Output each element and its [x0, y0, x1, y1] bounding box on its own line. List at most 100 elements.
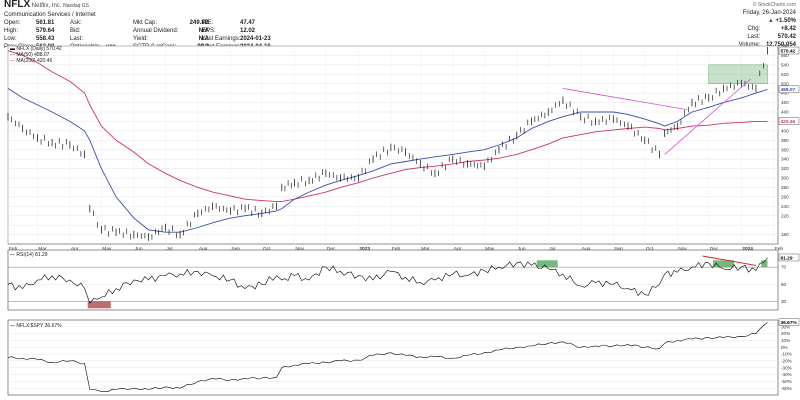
- x-tick-label: Feb: [392, 246, 401, 252]
- price-tick-label: 520: [781, 72, 789, 77]
- rsi-tick-label: 30: [781, 299, 787, 304]
- x-tick-label: Sep: [614, 246, 623, 252]
- ma50-last-label-bg: [778, 85, 800, 94]
- quote-last: Last:: [70, 36, 84, 42]
- rsi-divergence-line: [702, 255, 757, 266]
- ma50-line: [7, 88, 768, 233]
- ma50-last-label-text: 488.07: [781, 87, 796, 93]
- rsi-line: [7, 257, 768, 304]
- x-tick-label: May: [485, 246, 495, 252]
- price-tick-label: 340: [781, 157, 789, 162]
- price-tick-label: 560: [781, 53, 789, 58]
- x-tick-label: Dec: [710, 246, 719, 252]
- rsi-overbought-fill: [536, 260, 558, 268]
- price-tick-label: 540: [781, 62, 789, 67]
- rel-tick-label: 0%: [781, 345, 788, 350]
- x-tick-label: Apr: [454, 246, 462, 252]
- price-tick-label: 220: [781, 213, 789, 218]
- quote-open: Open: 561.81: [4, 20, 55, 26]
- quote-bid: Bid:: [70, 28, 81, 34]
- x-tick-label: Jul: [166, 246, 172, 252]
- x-tick-label: Feb: [775, 246, 784, 252]
- price-tick-label: 240: [781, 204, 789, 209]
- rel-legend: — NFLX:$SPY 36.67%: [10, 323, 62, 329]
- price-frame: [7, 45, 779, 245]
- price-tick-label: 380: [781, 138, 789, 143]
- x-tick-label: May: [102, 246, 112, 252]
- rel-tick-label: -30%: [781, 365, 792, 370]
- price-tick-label: 580: [781, 44, 789, 49]
- exchange-name: Nasdaq GS: [63, 3, 89, 9]
- x-tick-label: Mar: [38, 246, 47, 252]
- rel-last-label-bg: [778, 318, 800, 326]
- downtrend-line: [562, 88, 687, 111]
- legend-price: ▬ NFLX (Daily) 570.42: [10, 46, 62, 52]
- rsi-tick-label: 50: [781, 282, 787, 287]
- resistance-box: [708, 64, 768, 84]
- rel-tick-label: 10%: [781, 338, 790, 343]
- price-legend: ▬ NFLX (Daily) 570.42 — MA(50) 488.07 — …: [10, 46, 62, 64]
- price-tick-label: 500: [781, 81, 789, 86]
- ma50-last-label: 488.07: [778, 85, 800, 94]
- quote-low: Low: 558.43: [4, 36, 55, 42]
- price-tick-label: 300: [781, 176, 789, 181]
- rsi-oversold-fill: [87, 301, 111, 309]
- price-tick-label: 440: [781, 110, 789, 115]
- x-tick-label: Sep: [231, 246, 240, 252]
- rsi-legend: — RSI(14) 81.29: [10, 252, 48, 258]
- rel-tick-label: 20%: [781, 331, 790, 336]
- x-tick-label: Jun: [518, 246, 526, 252]
- relative-strength-panel: -60% -50% -40% -30%-20% -10% 0% 10% 20% 30%36.67…: [7, 318, 800, 396]
- up-arrow-icon: ▲: [767, 18, 774, 24]
- rsi-overbought-fill: [761, 260, 768, 268]
- quote-date: Friday, 26-Jan-2024: [742, 10, 796, 16]
- x-tick-label: Dec: [327, 246, 336, 252]
- rel-last-label-text: 36.67%: [781, 320, 798, 326]
- price-tick-label: 480: [781, 91, 789, 96]
- rel-tick-label: -10%: [781, 352, 792, 357]
- x-tick-label: Mar: [421, 246, 430, 252]
- x-tick-label: Feb: [9, 246, 18, 252]
- quote-right: © StockCharts.com Friday, 26-Jan-2024 ▲ …: [738, 2, 796, 48]
- price-tick-label: 180: [781, 232, 789, 237]
- price-last-label-text: 570.42: [781, 48, 796, 54]
- ma200-last-label-text: 420.46: [781, 119, 796, 125]
- x-tick-label: Nov: [678, 246, 687, 252]
- rel-frame: [7, 319, 779, 396]
- rel-last-label: 36.67%: [778, 318, 800, 326]
- rsi-overbought-fill: [712, 260, 734, 268]
- rel-tick-label: -50%: [781, 379, 792, 384]
- relative-strength-line: [7, 322, 768, 393]
- x-tick-label: 2023: [359, 246, 370, 252]
- quote-high: High: 579.64: [4, 28, 55, 34]
- ma200-line: [7, 50, 768, 203]
- price-tick-label: 360: [781, 147, 789, 152]
- rsi-panel: 30 50 70 81.29: [7, 249, 800, 311]
- rel-tick-label: -60%: [781, 386, 792, 391]
- watermark: © StockCharts.com: [752, 2, 796, 8]
- x-tick-label: Jun: [135, 246, 143, 252]
- ticker-symbol: NFLX: [4, 0, 31, 10]
- company-name: Netflix, Inc.: [31, 3, 62, 9]
- price-tick-label: 280: [781, 185, 789, 190]
- x-tick-label: Nov: [295, 246, 304, 252]
- x-tick-label: Jul: [549, 246, 555, 252]
- price-last-label-bg: [778, 46, 800, 55]
- uptrend-line: [664, 78, 751, 155]
- x-tick-label: Apr: [71, 246, 79, 252]
- price-last-label: 570.42: [778, 46, 800, 55]
- quote-ask: Ask:: [70, 20, 82, 26]
- x-tick-label: Aug: [199, 246, 208, 252]
- price-tick-label: 260: [781, 194, 789, 199]
- x-tick-label: Aug: [582, 246, 591, 252]
- rsi-tick-label: 70: [781, 265, 787, 270]
- rel-tick-label: -40%: [781, 372, 792, 377]
- price-tick-label: 460: [781, 100, 789, 105]
- rel-tick-label: -20%: [781, 359, 792, 364]
- legend-ma200: — MA(200) 420.46: [10, 58, 53, 64]
- x-tick-label: Oct: [646, 246, 654, 252]
- rsi-last-label-text: 81.29: [781, 255, 793, 261]
- price-tick-label: 320: [781, 166, 789, 171]
- rsi-last-label-bg: [778, 253, 800, 262]
